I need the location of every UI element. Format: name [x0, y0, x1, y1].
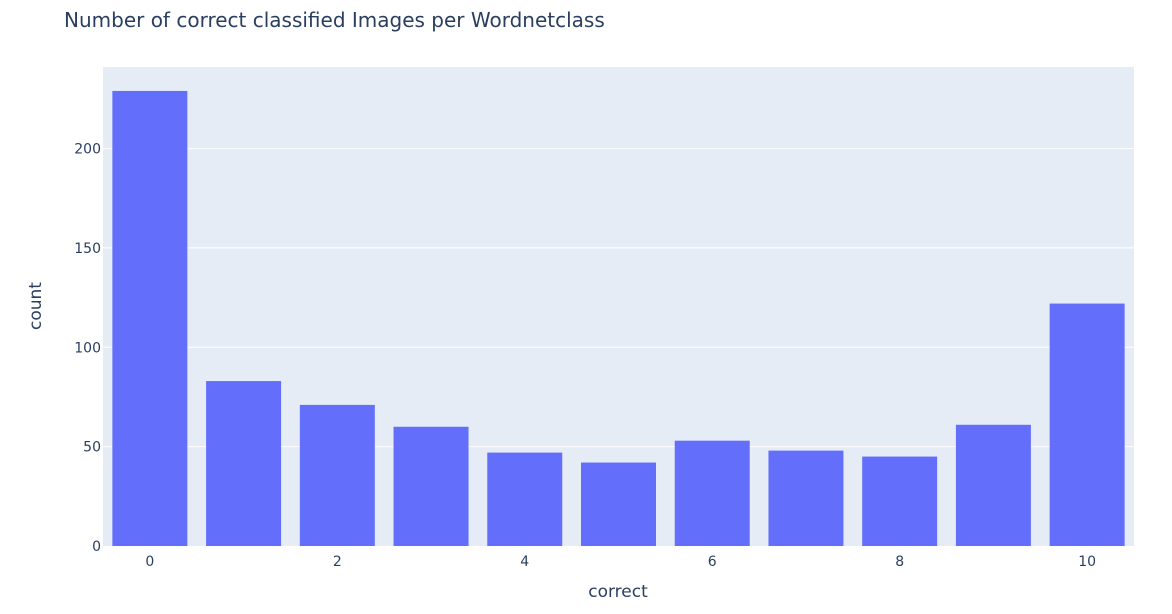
bar-7: [768, 450, 844, 546]
bar-0: [112, 90, 188, 546]
bar-5: [581, 462, 656, 546]
bar-6: [674, 440, 750, 546]
bar-1: [206, 381, 282, 546]
chart-title: Number of correct classified Images per …: [64, 8, 605, 32]
bar-10: [1049, 303, 1125, 546]
y-tick-label: 50: [83, 440, 101, 456]
x-tick-label: 8: [895, 554, 904, 570]
x-axis-title: correct: [588, 582, 648, 602]
x-axis-ticks: 0 2 4 6 8 10: [145, 554, 1096, 570]
bar-2: [299, 404, 375, 546]
y-axis-title: count: [26, 282, 46, 330]
x-tick-label: 4: [520, 554, 529, 570]
bar-3: [393, 426, 469, 546]
x-tick-label: 0: [145, 554, 154, 570]
bar-8: [862, 456, 938, 546]
y-tick-label: 0: [92, 539, 101, 555]
x-tick-label: 6: [708, 554, 717, 570]
x-tick-label: 10: [1078, 554, 1096, 570]
y-axis-ticks: 0 50 100 150 200: [74, 142, 101, 555]
y-tick-label: 200: [74, 142, 101, 158]
bars: [112, 90, 1125, 546]
bar-4: [487, 452, 563, 546]
y-tick-label: 150: [74, 241, 101, 257]
bar-9: [955, 424, 1031, 546]
x-tick-label: 2: [333, 554, 342, 570]
y-tick-label: 100: [74, 340, 101, 356]
